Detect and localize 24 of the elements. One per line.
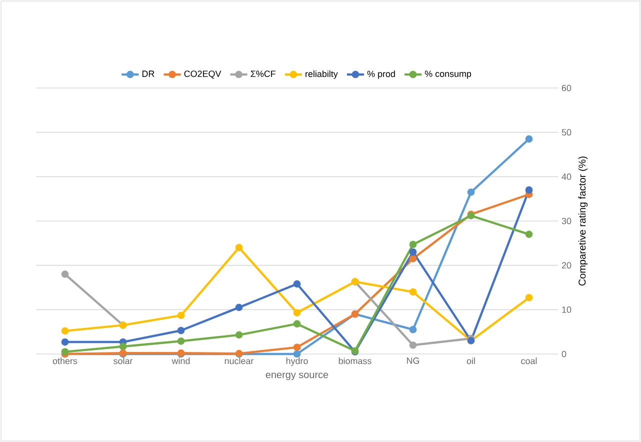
x-tick-label: coal	[521, 358, 537, 364]
y-tick-label: 10	[562, 306, 572, 313]
legend-label: Σ%CF	[250, 70, 276, 77]
x-tick-label: biomass	[338, 358, 372, 364]
y-tick-label: 60	[562, 84, 572, 92]
x-tick-label: NG	[407, 358, 420, 364]
y-tick-label: 50	[562, 129, 572, 136]
y-tick-label: 30	[562, 218, 572, 224]
legend-label: reliabilty	[306, 70, 338, 79]
x-axis-title: energy source	[266, 372, 328, 380]
legend-label: % consump	[424, 70, 472, 79]
x-tick-label: oil	[466, 358, 475, 364]
legend-label: DR	[142, 70, 154, 77]
x-tick-label: solar	[114, 358, 133, 364]
x-tick-label: hydro	[286, 358, 308, 366]
legend-label: % prod	[367, 70, 395, 79]
x-tick-label: nuclear	[224, 358, 254, 364]
x-tick-label: wind	[172, 358, 190, 364]
y-tick-label: 0	[562, 350, 566, 358]
y-tick-label: 40	[562, 173, 572, 180]
legend-label: CO2EQV	[184, 70, 222, 79]
y-tick-label: 20	[562, 262, 572, 269]
y-axis-title: Comparetive rating factor (%)	[578, 156, 588, 286]
x-tick-label: others	[52, 358, 78, 364]
